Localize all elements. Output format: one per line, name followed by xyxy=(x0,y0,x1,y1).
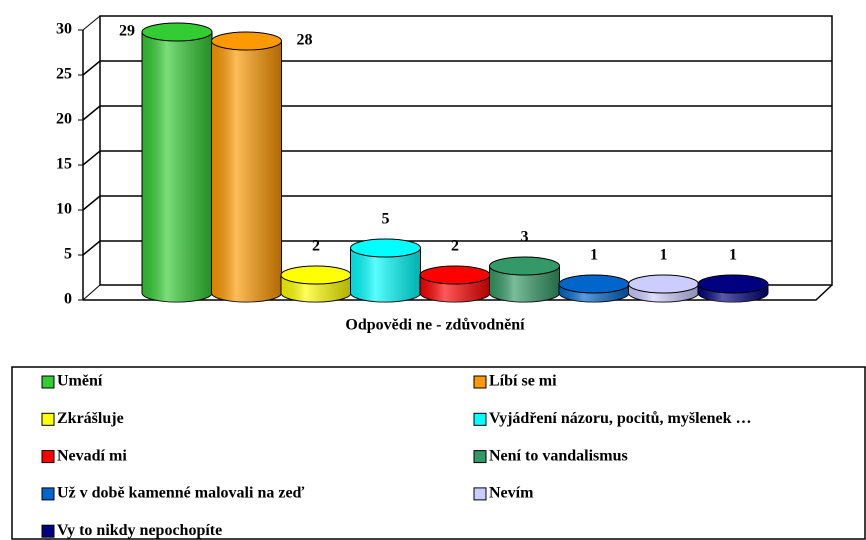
legend-swatch xyxy=(473,375,487,389)
bar-top xyxy=(280,265,352,285)
legend-swatch xyxy=(41,450,55,464)
x-axis-label: Odpovědi ne - zdůvodnění xyxy=(345,317,525,334)
legend-label: Zkrášluje xyxy=(57,410,124,427)
value-label: 1 xyxy=(660,247,668,264)
value-label: 2 xyxy=(312,238,320,255)
y-tick-label: 20 xyxy=(56,111,72,128)
legend-label: Není to vandalismus xyxy=(489,447,628,464)
legend-label: Vyjádření názoru, pocitů, myšlenek … xyxy=(489,410,752,427)
bar-top xyxy=(628,274,699,294)
legend-label: Nevím xyxy=(489,485,534,502)
y-tick-label: 0 xyxy=(64,291,72,308)
bar-shade xyxy=(350,248,421,302)
value-label: 29 xyxy=(119,23,135,40)
legend-label: Už v době kamenné malovali na zeď xyxy=(57,485,305,502)
legend-swatch xyxy=(41,412,55,426)
legend xyxy=(11,366,866,540)
bar-top xyxy=(211,31,282,51)
bar-top xyxy=(697,274,769,294)
y-tick-label: 30 xyxy=(56,21,72,38)
y-tick-label: 15 xyxy=(56,156,72,173)
y-tick-label: 5 xyxy=(64,246,72,263)
legend-label: Umění xyxy=(57,373,103,390)
bar-top xyxy=(419,265,491,285)
legend-swatch xyxy=(41,524,55,538)
value-label: 5 xyxy=(382,211,390,228)
value-label: 28 xyxy=(297,32,313,49)
value-label: 1 xyxy=(590,247,598,264)
bar-shade xyxy=(211,41,282,302)
grid-line xyxy=(82,195,832,211)
legend-swatch xyxy=(473,487,487,501)
grid-line xyxy=(82,240,832,256)
legend-swatch xyxy=(41,487,55,501)
grid-line xyxy=(82,105,832,121)
legend-label: Vy to nikdy nepochopíte xyxy=(57,522,222,539)
value-label: 3 xyxy=(521,229,529,246)
legend-swatch xyxy=(473,412,487,426)
legend-label: Líbí se mi xyxy=(489,373,557,390)
y-tick-label: 10 xyxy=(56,201,72,218)
bar-top xyxy=(489,256,560,276)
wall-edge xyxy=(82,15,101,301)
legend-swatch xyxy=(473,450,487,464)
bar-top xyxy=(141,22,213,42)
bar-shade xyxy=(142,32,212,302)
legend-swatch xyxy=(41,375,55,389)
value-label: 1 xyxy=(729,247,737,264)
y-tick-label: 25 xyxy=(56,66,72,83)
bar-shade xyxy=(489,266,560,302)
bar-top xyxy=(350,238,421,258)
bar-top xyxy=(558,274,630,294)
grid-line xyxy=(82,150,832,166)
value-label: 2 xyxy=(451,238,459,255)
grid-line xyxy=(82,60,832,76)
legend-label: Nevadí mi xyxy=(57,447,127,464)
